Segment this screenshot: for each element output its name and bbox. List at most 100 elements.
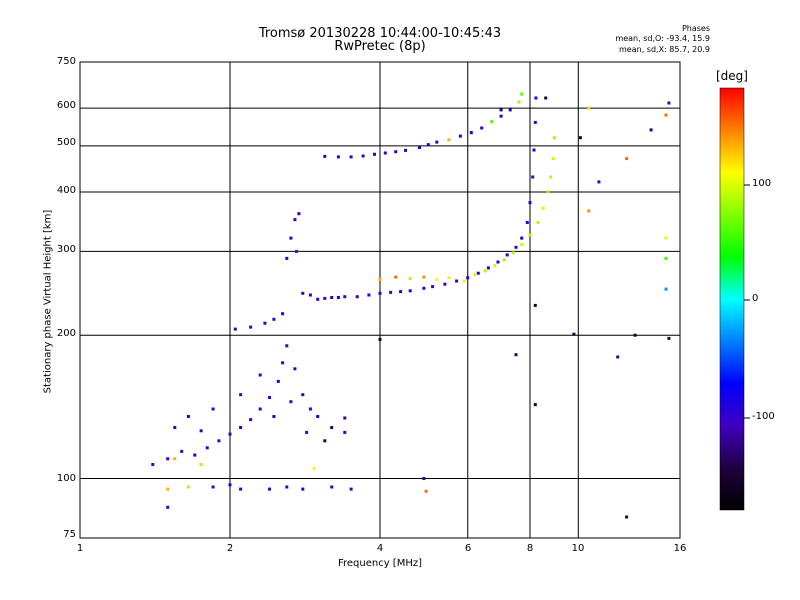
data-point [469, 131, 473, 135]
data-point [455, 279, 459, 283]
data-point [228, 483, 232, 487]
data-point [667, 101, 671, 105]
data-point [323, 296, 327, 300]
data-point [289, 236, 293, 240]
data-point [499, 108, 503, 112]
data-point [664, 256, 668, 260]
data-point [664, 287, 668, 291]
data-point [587, 106, 591, 110]
data-point [268, 487, 271, 491]
data-point [166, 505, 170, 509]
data-point [552, 136, 556, 140]
data-point [249, 418, 253, 422]
data-point [649, 128, 653, 132]
data-point [572, 332, 576, 336]
phases-heading: Phases [681, 24, 710, 33]
y-tick-label: 400 [56, 185, 76, 196]
data-point [349, 487, 353, 491]
data-point [551, 157, 555, 161]
phase-stat-o: mean, sd,O: -93.4, 15.9 [615, 34, 710, 43]
data-point [408, 289, 412, 293]
y-tick-label: 750 [56, 56, 76, 67]
data-point [211, 407, 215, 411]
data-point [422, 275, 426, 279]
data-point [514, 353, 518, 357]
y-axis-label: Stationary phase Virtual Height [km] [42, 209, 54, 394]
data-point [426, 143, 430, 147]
x-tick-label: 1 [76, 543, 84, 554]
data-point [361, 154, 365, 158]
data-point [418, 146, 421, 149]
data-point [528, 201, 532, 205]
data-point [616, 355, 620, 359]
data-point [536, 221, 540, 224]
y-tick-label: 75 [63, 529, 76, 540]
data-point [378, 337, 382, 341]
data-point [667, 336, 671, 340]
data-point [625, 515, 629, 519]
data-point [281, 361, 285, 365]
x-tick-label: 6 [464, 543, 472, 554]
chart-subtitle: RwPretec (8p) [334, 39, 426, 54]
data-point [424, 489, 428, 493]
data-point [496, 260, 500, 264]
data-point [323, 439, 327, 443]
data-point [578, 136, 582, 140]
data-point [263, 321, 267, 325]
data-point [447, 138, 451, 142]
x-tick-label: 8 [526, 543, 534, 554]
data-point [517, 100, 521, 104]
grid-lines [80, 62, 680, 538]
data-point [258, 373, 262, 377]
data-point [520, 92, 524, 96]
data-point [205, 446, 209, 450]
data-point [285, 485, 289, 489]
data-point [173, 426, 177, 429]
data-point [316, 415, 320, 418]
data-point [166, 457, 170, 461]
colorbar-tick-label: 0 [752, 293, 759, 304]
data-point [486, 266, 490, 270]
data-point [447, 276, 451, 280]
data-point [343, 295, 347, 299]
data-point [308, 407, 312, 411]
data-point [514, 245, 518, 249]
phase-stat-x: mean, sd,X: 85.7, 20.9 [619, 45, 710, 54]
data-point [394, 275, 398, 279]
data-point [378, 277, 382, 281]
data-point [289, 400, 293, 404]
colorbar-tick-label: -100 [752, 411, 775, 422]
data-point [541, 206, 545, 210]
data-point [480, 126, 484, 130]
data-point [499, 114, 503, 118]
data-point [511, 251, 515, 255]
data-point [285, 256, 289, 260]
data-point [483, 269, 487, 273]
data-point [293, 218, 297, 222]
data-point [268, 396, 271, 399]
data-point [633, 333, 637, 337]
data-point [373, 152, 376, 156]
data-point [276, 379, 280, 383]
data-point [389, 290, 393, 294]
data-point [520, 243, 524, 247]
data-point [151, 463, 155, 466]
x-tick-label: 10 [571, 543, 585, 554]
data-point [301, 393, 305, 397]
data-point [233, 327, 237, 331]
x-tick-label: 2 [226, 543, 234, 554]
data-point [180, 449, 184, 453]
data-point [323, 154, 327, 158]
data-point [394, 150, 398, 154]
colorbar-ticks [744, 184, 750, 419]
data-point [383, 151, 387, 155]
data-point [249, 325, 253, 329]
data-point [330, 296, 334, 299]
data-point [272, 415, 276, 418]
data-point [199, 429, 203, 433]
data-point [355, 295, 359, 299]
y-tick-label: 100 [56, 473, 76, 484]
data-point [281, 312, 285, 316]
x-tick-label: 16 [673, 543, 687, 554]
data-point [293, 367, 297, 371]
